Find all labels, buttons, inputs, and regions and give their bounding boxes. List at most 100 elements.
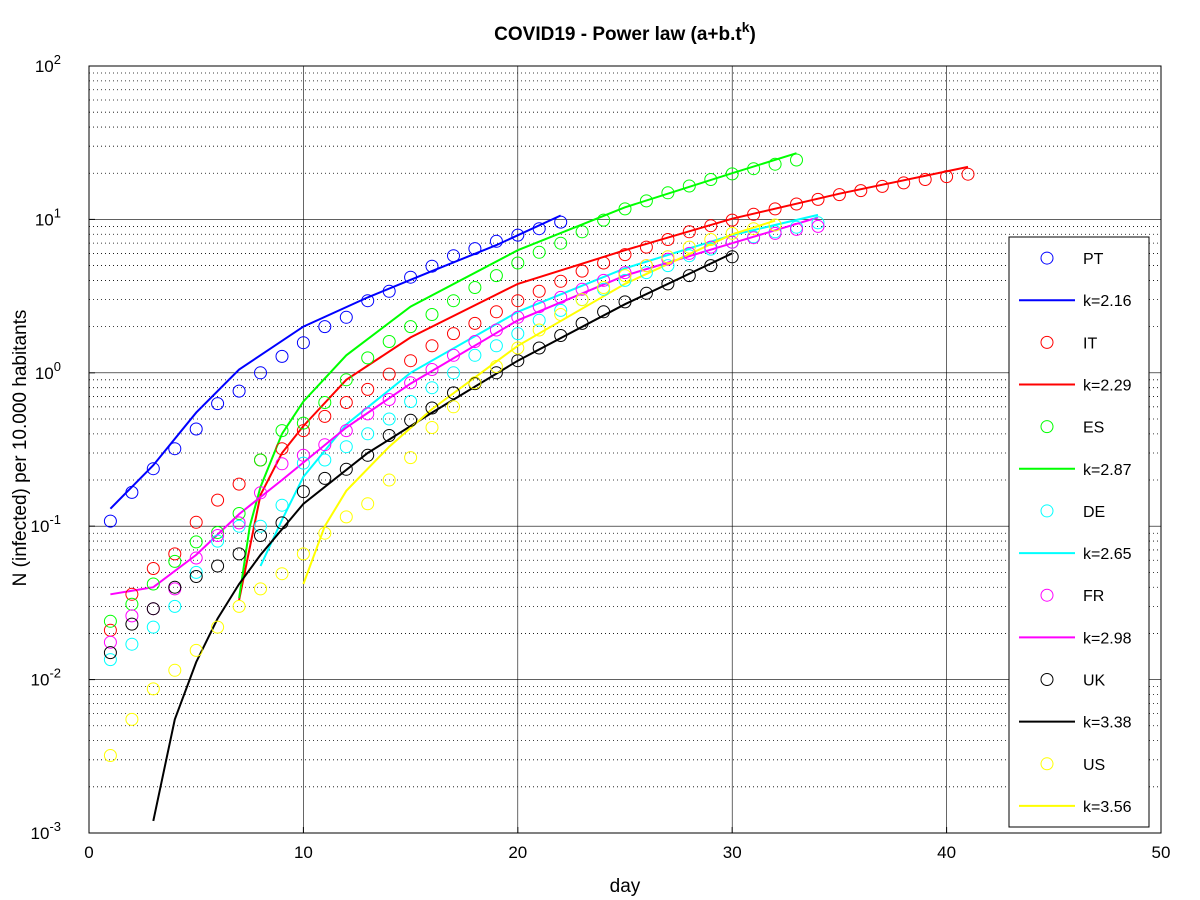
data-point-us (339, 510, 353, 524)
data-point-fr (682, 246, 696, 260)
legend-fit-label-fr: k=2.98 (1083, 630, 1132, 647)
data-point-es (768, 157, 782, 171)
data-point-es (554, 236, 568, 250)
data-point-es (339, 373, 353, 387)
data-point-uk (275, 516, 289, 530)
data-point-uk (447, 386, 460, 400)
data-points (103, 153, 975, 762)
data-point-es (532, 245, 546, 259)
data-point-es (382, 335, 396, 348)
data-point-uk (639, 286, 653, 300)
y-tick-label: 10-3 (31, 819, 61, 843)
fit-line-it (238, 165, 969, 601)
x-tick-label: 20 (508, 843, 527, 862)
data-point-pt (103, 514, 117, 528)
data-point-de (468, 348, 482, 362)
data-point-it (639, 240, 653, 254)
data-point-fr (618, 266, 632, 280)
x-axis-label: day (610, 876, 641, 897)
data-point-de (296, 456, 310, 470)
data-point-es (146, 577, 160, 591)
data-point-de (489, 339, 503, 353)
data-point-es (725, 167, 739, 181)
data-point-es (597, 213, 611, 227)
data-point-it (425, 339, 439, 353)
x-tick-label: 0 (84, 843, 93, 862)
data-point-es (318, 396, 332, 409)
y-tick-label: 10-1 (31, 512, 61, 536)
legend-marker-it (1040, 335, 1054, 349)
data-point-uk (125, 617, 139, 631)
data-point-de (618, 273, 632, 287)
data-point-fr (768, 226, 782, 240)
data-point-it (790, 197, 803, 211)
data-point-de (661, 259, 675, 273)
data-point-uk (103, 646, 117, 660)
data-point-it (339, 396, 353, 409)
legend-fit-label-us: k=3.56 (1083, 799, 1132, 816)
data-point-de (125, 637, 139, 651)
data-point-uk (618, 295, 632, 309)
data-point-es (103, 614, 117, 628)
data-point-pt (125, 485, 139, 499)
fit-lines (109, 152, 969, 822)
data-point-it (597, 256, 611, 270)
data-point-it (575, 264, 589, 278)
data-point-uk (661, 277, 675, 291)
data-point-fr (532, 300, 546, 314)
data-point-uk (382, 429, 396, 442)
data-point-es (468, 281, 482, 294)
legend-marker-es (1040, 420, 1054, 434)
data-point-uk (575, 316, 589, 330)
data-point-it (747, 207, 761, 221)
data-point-fr (425, 363, 439, 376)
data-point-uk (189, 570, 203, 583)
data-point-uk (554, 329, 568, 342)
data-point-es (232, 507, 246, 520)
data-point-it (532, 284, 546, 298)
data-point-it (682, 225, 696, 239)
data-point-fr (254, 486, 267, 500)
fit-line-us (302, 219, 776, 585)
data-point-fr (318, 438, 332, 452)
data-point-pt (232, 384, 246, 398)
data-point-es (575, 225, 589, 239)
data-point-de (361, 427, 375, 441)
legend-label-de: DE (1083, 504, 1105, 521)
data-point-us (125, 712, 139, 726)
data-point-fr (554, 290, 568, 304)
data-point-fr (339, 424, 353, 438)
data-point-es (361, 351, 375, 365)
data-point-de (639, 266, 653, 280)
data-point-it (618, 248, 632, 262)
data-point-de (554, 303, 568, 317)
data-point-pt (339, 310, 353, 324)
data-point-us (447, 400, 460, 414)
data-point-uk (296, 485, 310, 499)
data-point-es (211, 526, 225, 539)
data-point-it (661, 233, 675, 246)
data-point-es (489, 269, 503, 283)
legend-label-uk: UK (1083, 673, 1106, 690)
data-point-de (382, 412, 396, 426)
data-point-fr (468, 335, 482, 348)
data-point-it (489, 305, 503, 319)
legend-fit-label-pt: k=2.16 (1083, 293, 1132, 310)
data-point-es (447, 294, 460, 308)
data-point-it (296, 424, 310, 438)
data-point-us (639, 259, 653, 273)
legend: PT k=2.16 IT k=2.29 ES k=2.87 DE k=2.65 FR k=2.98… (1008, 236, 1150, 828)
data-point-de (254, 519, 267, 533)
legend-marker-pt (1040, 251, 1054, 265)
legend-marker-uk (1040, 673, 1054, 686)
data-point-pt (489, 234, 503, 248)
data-point-fr (125, 609, 139, 623)
data-point-pt (296, 336, 310, 350)
data-point-it (382, 367, 396, 381)
data-point-us (425, 421, 439, 434)
data-point-uk (704, 259, 718, 273)
data-point-fr (211, 529, 225, 542)
legend-box (1008, 236, 1150, 828)
data-point-us (597, 281, 611, 294)
data-point-de (511, 327, 525, 341)
